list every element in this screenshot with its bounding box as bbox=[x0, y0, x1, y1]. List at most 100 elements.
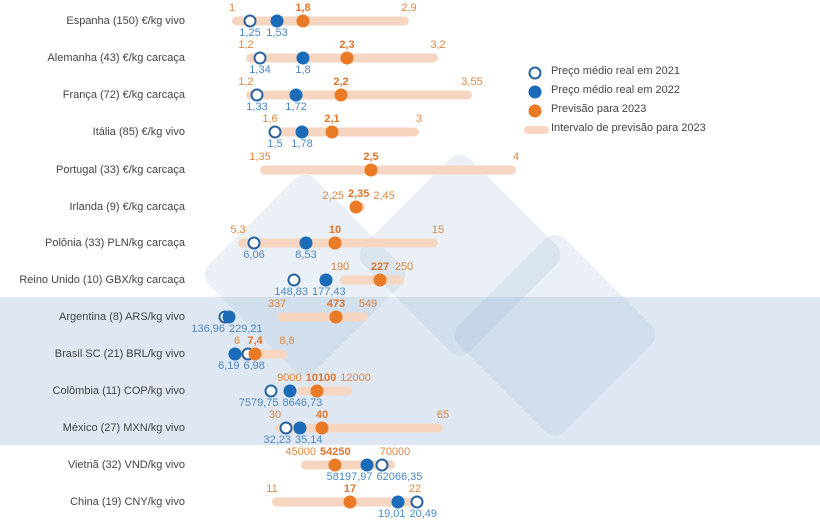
category-label: Polônia (33) PLN/kg carcaça bbox=[44, 237, 185, 249]
legend-label: Preço médio real em 2021 bbox=[551, 65, 681, 77]
marker-2021 bbox=[264, 384, 278, 398]
marker-2022 bbox=[360, 458, 374, 472]
price-2022-label: 8,53 bbox=[295, 249, 317, 261]
marker-2021 bbox=[279, 421, 293, 435]
price-2021-label: 1,34 bbox=[249, 64, 271, 76]
category-label: Irlanda (9) €/kg carcaça bbox=[69, 201, 185, 213]
marker-forecast bbox=[315, 421, 329, 435]
marker-2022 bbox=[296, 51, 310, 65]
forecast-range-bar bbox=[301, 460, 395, 470]
marker-forecast bbox=[334, 88, 348, 102]
marker-2022 bbox=[270, 14, 284, 28]
low-label: 2,25 bbox=[322, 190, 344, 202]
category-label: Reino Unido (10) GBX/kg carcaça bbox=[19, 274, 185, 286]
price-2022-label: 1,53 bbox=[266, 27, 288, 39]
forecast-range-bar bbox=[277, 312, 368, 322]
category-label: China (19) CNY/kg vivo bbox=[70, 496, 185, 508]
marker-2022 bbox=[299, 236, 313, 250]
price-2021-label: 1,5 bbox=[267, 138, 283, 150]
marker-2021 bbox=[268, 125, 282, 139]
price-2021-label: 1,25 bbox=[239, 27, 261, 39]
marker-forecast bbox=[349, 200, 363, 214]
high-label: 8,8 bbox=[279, 335, 295, 347]
open-circle-icon bbox=[528, 66, 542, 80]
marker-2022 bbox=[283, 384, 297, 398]
marker-forecast bbox=[328, 458, 342, 472]
high-label: 2,45 bbox=[373, 190, 395, 202]
forecast-range-bar bbox=[270, 127, 419, 137]
high-label: 250 bbox=[394, 261, 414, 273]
high-label: 3 bbox=[415, 113, 423, 125]
forecast-range-bar bbox=[232, 16, 409, 26]
price-2022-label: 1,78 bbox=[291, 138, 313, 150]
forecast-label: 2,5 bbox=[363, 151, 379, 163]
price-2022-label: 58197,97 bbox=[326, 471, 373, 483]
price-2021-label: 136,96 bbox=[191, 323, 225, 335]
marker-2022 bbox=[289, 88, 303, 102]
marker-forecast bbox=[343, 495, 357, 509]
forecast-label: 473 bbox=[326, 298, 346, 310]
marker-2021 bbox=[410, 495, 424, 509]
category-label: França (72) €/kg carcaça bbox=[62, 89, 185, 101]
marker-2022 bbox=[391, 495, 405, 509]
forecast-label: 227 bbox=[370, 261, 390, 273]
orange-circle-icon bbox=[528, 104, 542, 118]
price-2021-label: 20,49 bbox=[409, 508, 438, 520]
forecast-label: 10100 bbox=[305, 372, 337, 384]
marker-2021 bbox=[375, 458, 389, 472]
high-label: 15 bbox=[431, 224, 445, 236]
forecast-label: 2,35 bbox=[347, 188, 370, 200]
marker-2021 bbox=[287, 273, 301, 287]
price-2022-label: 19,01 bbox=[377, 508, 406, 520]
marker-2022 bbox=[228, 347, 242, 361]
price-2021-label: 148,83 bbox=[274, 286, 308, 298]
price-2021-label: 7579,75 bbox=[238, 397, 279, 409]
forecast-range-bar bbox=[275, 423, 443, 433]
marker-forecast bbox=[340, 51, 354, 65]
price-2022-label: 6,19 bbox=[218, 360, 240, 372]
forecast-range-bar bbox=[246, 90, 472, 100]
forecast-label: 54250 bbox=[320, 446, 351, 458]
category-label: Argentina (8) ARS/kg vivo bbox=[59, 311, 185, 323]
forecast-label: 40 bbox=[315, 409, 329, 421]
high-label: 3,55 bbox=[461, 76, 483, 88]
low-label: 1,35 bbox=[249, 151, 271, 163]
price-2021-label: 6,06 bbox=[243, 249, 265, 261]
price-2022-label: 1,72 bbox=[285, 101, 307, 113]
low-label: 1 bbox=[228, 2, 236, 14]
forecast-range-bar bbox=[237, 349, 287, 359]
marker-2021 bbox=[247, 236, 261, 250]
marker-forecast bbox=[364, 163, 378, 177]
low-label: 9000 bbox=[277, 372, 302, 384]
forecast-label: 10 bbox=[328, 224, 342, 236]
high-label: 12000 bbox=[340, 372, 371, 384]
high-label: 22 bbox=[408, 483, 422, 495]
low-label: 337 bbox=[267, 298, 287, 310]
low-label: 45000 bbox=[285, 446, 316, 458]
marker-forecast bbox=[373, 273, 387, 287]
price-2022-label: 1,8 bbox=[295, 64, 311, 76]
low-label: 1,2 bbox=[238, 76, 254, 88]
price-2022-label: 35,14 bbox=[295, 434, 323, 446]
category-label: Colômbia (11) COP/kg vivo bbox=[52, 385, 185, 397]
low-label: 190 bbox=[330, 261, 350, 273]
category-label: Vietnã (32) VND/kg vivo bbox=[67, 459, 185, 471]
marker-2022 bbox=[293, 421, 307, 435]
low-label: 1,2 bbox=[238, 39, 254, 51]
category-label: Espanha (150) €/kg vivo bbox=[66, 15, 185, 27]
range-bar-icon bbox=[524, 126, 549, 134]
forecast-label: 2,1 bbox=[324, 113, 340, 125]
forecast-label: 2,3 bbox=[339, 39, 355, 51]
high-label: 70000 bbox=[379, 446, 411, 458]
forecast-label: 1,8 bbox=[295, 2, 311, 14]
high-label: 4 bbox=[512, 151, 520, 163]
category-label: Portugal (33) €/kg carcaça bbox=[55, 164, 185, 176]
forecast-range-bar bbox=[340, 275, 404, 285]
marker-2021 bbox=[243, 14, 257, 28]
legend-label: Previsão para 2023 bbox=[551, 103, 647, 115]
marker-2022 bbox=[295, 125, 309, 139]
marker-2022 bbox=[222, 310, 236, 324]
marker-2022 bbox=[319, 273, 333, 287]
filled-circle-icon bbox=[528, 85, 542, 99]
